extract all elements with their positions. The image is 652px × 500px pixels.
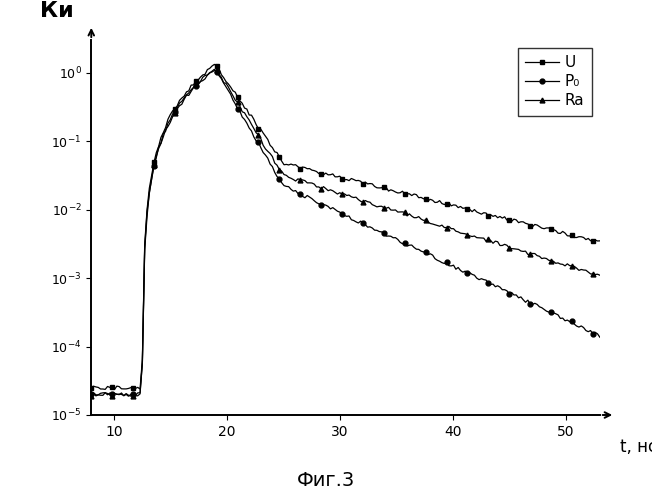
Text: t, нс: t, нс [620,438,652,456]
U [596,238,604,244]
Ra [522,248,529,254]
Ra [538,256,546,262]
Ra [125,393,132,399]
P₀ [522,300,529,306]
Ra [87,393,95,399]
P₀ [127,393,135,399]
Line: U: U [89,62,602,392]
Text: Ки: Ки [40,1,74,21]
U [547,226,555,232]
Line: Ra: Ra [89,68,602,398]
Ra [547,258,555,264]
Legend: U, P₀, Ra: U, P₀, Ra [518,48,592,116]
U [211,62,218,68]
Ra [241,110,248,116]
P₀ [538,304,546,310]
P₀ [596,334,604,340]
Ra [364,198,372,204]
P₀ [364,224,372,230]
Ra [231,97,239,103]
P₀ [211,66,218,72]
U [364,181,372,187]
Line: P₀: P₀ [89,67,602,398]
Ra [596,272,604,278]
U [241,105,248,111]
U [231,89,239,95]
U [538,225,546,231]
P₀ [547,309,555,315]
Text: Фиг.3: Фиг.3 [297,471,355,490]
U [87,385,95,391]
P₀ [241,116,248,122]
U [111,386,119,392]
P₀ [231,101,239,107]
P₀ [87,391,95,397]
U [522,220,529,226]
Ra [213,68,220,73]
